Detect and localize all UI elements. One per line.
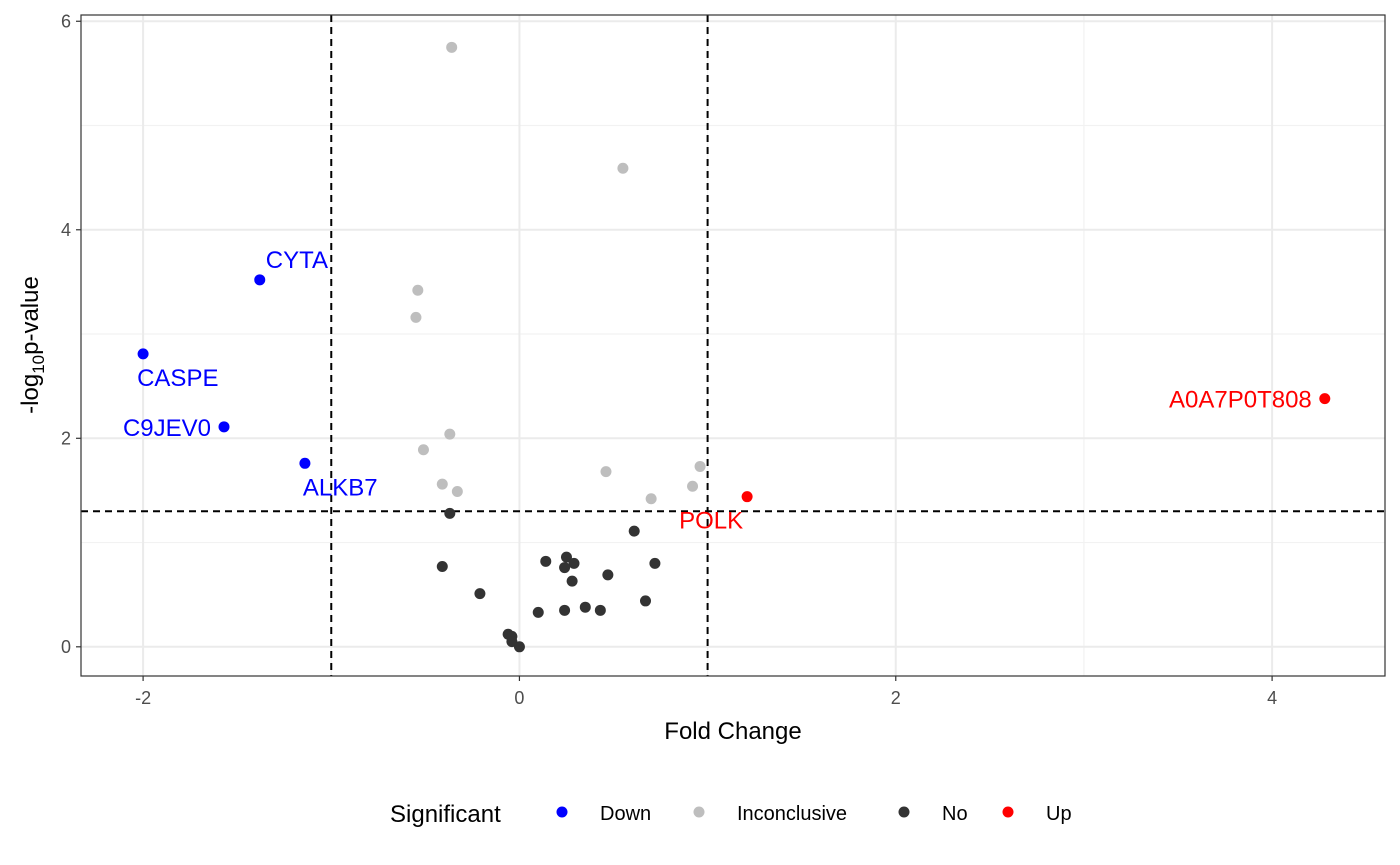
- point-label-down: ALKB7: [303, 474, 378, 501]
- plot-panel-border: [80, 14, 1386, 677]
- legend-title: Significant: [390, 801, 501, 828]
- y-tick-label: 4: [61, 220, 71, 240]
- point-no: [566, 575, 578, 587]
- point-no: [628, 525, 640, 537]
- point-inconclusive: [687, 480, 699, 492]
- x-axis-title: Fold Change: [664, 718, 801, 745]
- point-no: [649, 557, 661, 569]
- point-up: [741, 491, 753, 503]
- legend-key-inconclusive: [693, 806, 705, 818]
- point-inconclusive: [645, 493, 657, 505]
- point-inconclusive: [694, 460, 706, 472]
- legend-label-no: No: [942, 803, 968, 825]
- legend-key-down: [556, 806, 568, 818]
- point-no: [579, 601, 591, 613]
- y-tick-label: 2: [61, 428, 71, 448]
- point-inconclusive: [412, 284, 424, 296]
- point-inconclusive: [444, 428, 456, 440]
- point-inconclusive: [446, 41, 458, 53]
- point-no: [474, 588, 486, 600]
- legend-key-up: [1002, 806, 1014, 818]
- point-no: [559, 604, 571, 616]
- point-labels: CYTA CASPE C9JEV0 ALKB7 A0A7P0T808 POLK: [123, 247, 1312, 535]
- point-no: [559, 562, 571, 574]
- data-points: [137, 41, 1331, 653]
- axis-ticks: -2 0 2 4 0 2 4 6: [61, 11, 1277, 708]
- point-label-down: C9JEV0: [123, 415, 211, 442]
- y-tick-label: 0: [61, 637, 71, 657]
- point-inconclusive: [617, 162, 629, 174]
- point-inconclusive: [417, 444, 429, 456]
- threshold-lines: [81, 15, 1385, 676]
- point-inconclusive: [436, 478, 448, 490]
- point-up: [1319, 393, 1331, 405]
- point-no: [540, 555, 552, 567]
- legend: Significant Down Inconclusive No Up: [390, 801, 1072, 828]
- point-no: [594, 604, 606, 616]
- legend-label-down: Down: [600, 803, 651, 825]
- legend-label-inconclusive: Inconclusive: [737, 803, 847, 825]
- y-axis-title: -log10p-value: [17, 276, 48, 414]
- point-label-up: POLK: [679, 508, 743, 535]
- point-inconclusive: [451, 485, 463, 497]
- x-tick-label: -2: [135, 688, 151, 708]
- point-no: [602, 569, 614, 581]
- plot-panel-background: [81, 15, 1385, 676]
- point-no: [640, 595, 652, 607]
- point-label-up: A0A7P0T808: [1169, 387, 1312, 414]
- point-no: [513, 641, 525, 653]
- point-no: [560, 551, 572, 563]
- x-tick-label: 2: [891, 688, 901, 708]
- point-inconclusive: [600, 466, 612, 478]
- point-no: [568, 557, 580, 569]
- y-tick-label: 6: [61, 11, 71, 31]
- legend-key-no: [898, 806, 910, 818]
- point-down: [137, 348, 149, 360]
- grid-lines: [81, 15, 1385, 676]
- x-tick-label: 4: [1267, 688, 1277, 708]
- point-inconclusive: [410, 311, 422, 323]
- point-no: [444, 507, 456, 519]
- x-tick-label: 0: [514, 688, 524, 708]
- point-down: [299, 457, 311, 469]
- legend-label-up: Up: [1046, 803, 1072, 825]
- point-down: [254, 274, 266, 286]
- point-label-down: CYTA: [266, 247, 328, 274]
- point-no: [436, 561, 448, 573]
- point-down: [218, 421, 230, 433]
- point-no: [532, 606, 544, 618]
- point-label-down: CASPE: [137, 365, 218, 392]
